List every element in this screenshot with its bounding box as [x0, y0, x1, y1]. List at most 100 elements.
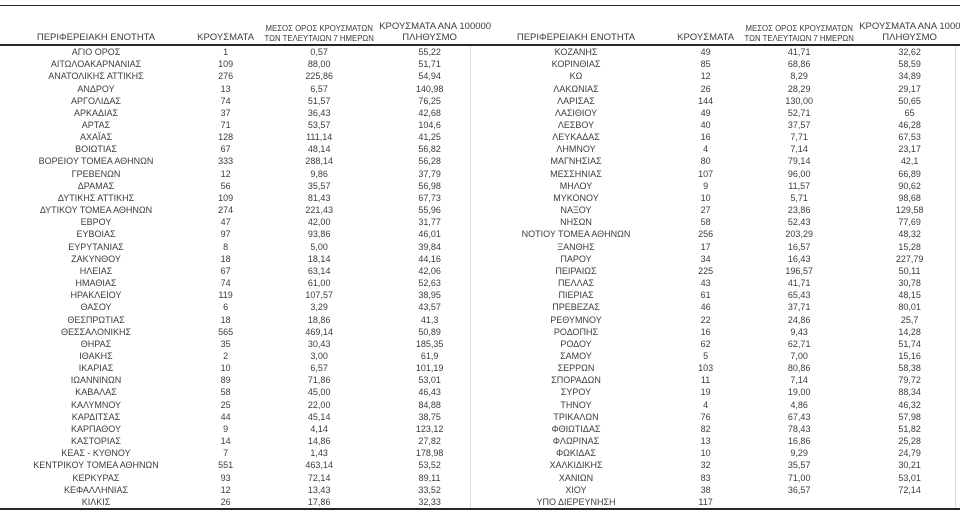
per100k-cell: 39,84 — [418, 241, 441, 252]
region-cell: ΖΑΚΥΝΘΟΥ — [71, 253, 121, 264]
avg7-cell: 88,00 — [307, 59, 331, 70]
column-header-cases: ΚΡΟΥΣΜΑΤΑ — [677, 32, 735, 43]
table-row: ΛΑΚΩΝΙΑΣ 26 28,29 29,17 — [480, 82, 960, 94]
avg7-cell: 4,86 — [790, 399, 808, 410]
cases-cell: 13 — [220, 83, 231, 94]
per100k-cell: 72,14 — [898, 484, 921, 495]
per100k-cell: 32,62 — [898, 47, 921, 58]
cases-cell: 74 — [220, 278, 231, 289]
avg7-cell: 71,86 — [307, 375, 331, 386]
table-row: ΚΙΛΚΙΣ 26 17,86 32,33 — [0, 496, 480, 508]
avg7-cell: 225,86 — [305, 71, 333, 82]
cases-cell: 565 — [218, 326, 234, 337]
region-cell: ΧΙΟΥ — [565, 484, 587, 495]
avg7-cell: 6,57 — [310, 83, 328, 94]
cases-cell: 119 — [218, 290, 233, 301]
table-row: ΗΜΑΘΙΑΣ 74 61,00 52,63 — [0, 277, 480, 289]
region-cell: ΡΟΔΟΠΗΣ — [553, 326, 599, 337]
column-header-per100k-line2: ΠΛΗΘΥΣΜΟ — [882, 32, 937, 43]
cases-cell: 12 — [700, 71, 711, 82]
cases-cell: 35 — [220, 338, 231, 349]
avg7-cell: 96,00 — [787, 168, 811, 179]
per100k-cell: 227,79 — [895, 253, 924, 264]
per100k-cell: 89,11 — [418, 472, 441, 483]
region-cell: ΣΠΟΡΑΔΩΝ — [551, 375, 601, 386]
region-cell: ΙΘΑΚΗΣ — [79, 350, 113, 361]
table-row: ΛΗΜΝΟΥ 4 7,14 23,17 — [480, 143, 960, 155]
cases-cell: 71 — [220, 120, 231, 131]
cases-cell: 16 — [700, 132, 711, 143]
avg7-cell: 288,14 — [305, 156, 333, 167]
per100k-cell: 24,79 — [898, 448, 921, 459]
region-cell: ΜΗΛΟΥ — [559, 180, 593, 191]
avg7-cell: 52,43 — [787, 217, 811, 228]
per100k-cell: 14,28 — [898, 326, 921, 337]
per100k-cell: 48,32 — [898, 229, 921, 240]
region-cell: ΣΑΜΟΥ — [560, 350, 592, 361]
region-cell: ΑΡΤΑΣ — [81, 120, 111, 131]
region-cell: ΚΕΦΑΛΛΗΝΙΑΣ — [63, 484, 129, 495]
table-row: ΗΛΕΙΑΣ 67 63,14 42,06 — [0, 265, 480, 277]
per100k-cell: 29,17 — [898, 83, 921, 94]
avg7-cell: 68,86 — [787, 59, 811, 70]
region-cell: ΒΟΡΕΙΟΥ ΤΟΜΕΑ ΑΘΗΝΩΝ — [38, 156, 154, 167]
region-cell: ΦΘΙΩΤΙΔΑΣ — [551, 423, 601, 434]
per100k-cell: 67,53 — [898, 132, 921, 143]
table-row: ΙΩΑΝΝΙΝΩΝ 89 71,86 53,01 — [0, 374, 480, 386]
table-row: ΑΧΑΪΑΣ 128 111,14 41,25 — [0, 131, 480, 143]
per100k-cell: 123,12 — [415, 423, 444, 434]
avg7-cell: 36,43 — [307, 107, 331, 118]
avg7-cell: 42,00 — [307, 217, 331, 228]
avg7-cell: 71,00 — [787, 472, 811, 483]
cases-cell: 58 — [220, 387, 231, 398]
table-vertical-divider — [470, 46, 471, 508]
avg7-cell: 67,43 — [787, 411, 811, 422]
table-row: ΚΕΡΚΥΡΑΣ 93 72,14 89,11 — [0, 471, 480, 483]
region-cell: ΘΑΣΟΥ — [80, 302, 112, 313]
per100k-cell: 56,28 — [418, 156, 441, 167]
table-row: ΣΠΟΡΑΔΩΝ 11 7,14 79,72 — [480, 374, 960, 386]
region-cell: ΑΓΙΟ ΟΡΟΣ — [71, 47, 121, 58]
per100k-cell: 15,28 — [898, 241, 921, 252]
table-row: ΙΚΑΡΙΑΣ 10 6,57 101,19 — [0, 362, 480, 374]
avg7-cell: 196,57 — [785, 265, 813, 276]
table-row: ΚΑΡΠΑΘΟΥ 9 4,14 123,12 — [0, 423, 480, 435]
table-row: ΘΕΣΣΑΛΟΝΙΚΗΣ 565 469,14 50,89 — [0, 326, 480, 338]
avg7-cell: 45,00 — [307, 387, 331, 398]
region-cell: ΔΡΑΜΑΣ — [77, 180, 115, 191]
avg7-cell: 93,86 — [307, 229, 331, 240]
region-cell: ΑΝΔΡΟΥ — [77, 83, 115, 94]
region-cell: ΑΝΑΤΟΛΙΚΗΣ ΑΤΤΙΚΗΣ — [48, 71, 144, 82]
table-row: ΕΥΒΟΙΑΣ 97 93,86 46,01 — [0, 228, 480, 240]
cases-cell: 13 — [700, 436, 711, 447]
per100k-cell: 38,75 — [418, 411, 441, 422]
region-cell: ΛΗΜΝΟΥ — [556, 144, 596, 155]
region-cell: ΔΥΤΙΚΗΣ ΑΤΤΙΚΗΣ — [57, 192, 135, 203]
cases-cell: 43 — [700, 278, 711, 289]
cases-cell: 4 — [703, 399, 709, 410]
avg7-cell: 48,14 — [307, 144, 331, 155]
avg7-cell: 18,86 — [307, 314, 331, 325]
table-row: ΑΡΓΟΛΙΔΑΣ 74 51,57 76,25 — [0, 95, 480, 107]
avg7-cell: 65,43 — [787, 290, 811, 301]
avg7-cell: 37,71 — [787, 302, 811, 313]
avg7-cell: 3,29 — [310, 302, 328, 313]
region-cell: ΑΡΓΟΛΙΔΑΣ — [71, 95, 121, 106]
cases-cell: 82 — [700, 423, 711, 434]
avg7-cell: 11,57 — [788, 180, 811, 191]
region-cell: ΝΗΣΩΝ — [560, 217, 592, 228]
per100k-cell: 52,63 — [418, 278, 441, 289]
cases-cell: 14 — [220, 436, 231, 447]
table-left: ΠΕΡΙΦΕΡΕΙΑΚΗ ΕΝΟΤΗΤΑ ΚΡΟΥΣΜΑΤΑ ΜΕΣΟΣ ΟΡΟ… — [0, 6, 491, 510]
column-header-cases: ΚΡΟΥΣΜΑΤΑ — [197, 32, 255, 43]
region-cell: ΚΑΡΔΙΤΣΑΣ — [71, 411, 121, 422]
column-header-region: ΠΕΡΙΦΕΡΕΙΑΚΗ ΕΝΟΤΗΤΑ — [516, 32, 636, 43]
avg7-cell: 203,29 — [785, 229, 813, 240]
region-cell: ΦΛΩΡΙΝΑΣ — [552, 436, 600, 447]
avg7-cell: 53,57 — [307, 120, 331, 131]
table-row: ΦΘΙΩΤΙΔΑΣ 82 78,43 51,82 — [480, 423, 960, 435]
avg7-cell: 5,00 — [310, 241, 328, 252]
per100k-cell: 56,98 — [418, 180, 441, 191]
table-row: ΑΝΔΡΟΥ 13 6,57 140,98 — [0, 82, 480, 94]
per100k-cell: 185,35 — [415, 338, 444, 349]
